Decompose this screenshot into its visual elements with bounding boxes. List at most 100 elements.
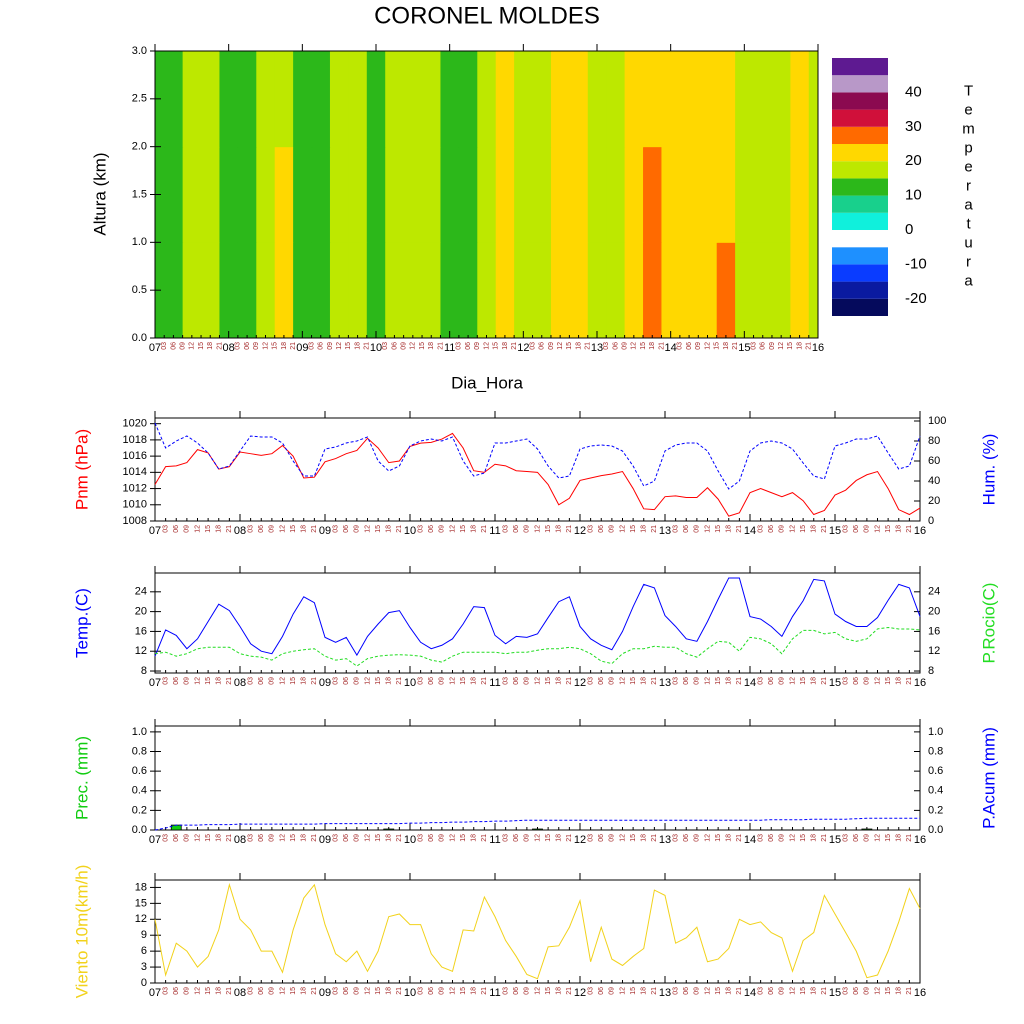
contour-cell [679, 146, 699, 243]
x-minor-tick-label: 21 [736, 525, 743, 533]
bar [383, 828, 395, 831]
x-minor-tick-label: 03 [677, 342, 684, 350]
x-minor-tick-label: 09 [769, 342, 776, 350]
x-minor-tick-label: 18 [301, 525, 308, 533]
x-minor-tick-label: 18 [386, 525, 393, 533]
x-minor-tick-label: 18 [216, 987, 223, 995]
x-minor-tick-label: 06 [683, 987, 690, 995]
x-minor-tick-label: 03 [502, 987, 509, 995]
x-minor-tick-label: 21 [311, 525, 318, 533]
x-minor-tick-label: 09 [354, 525, 361, 533]
x-minor-tick-label: 21 [311, 677, 318, 685]
y-tick-label: 12 [135, 913, 147, 925]
x-minor-tick-label: 15 [715, 525, 722, 533]
x-minor-tick-label: 18 [649, 342, 656, 350]
x-minor-tick-label: 21 [481, 834, 488, 842]
x-tick-label: 13 [659, 525, 671, 537]
x-minor-tick-label: 06 [513, 987, 520, 995]
contour-cell [771, 51, 791, 148]
x-tick-label: 13 [659, 987, 671, 999]
y-axis-title: Temp.(C) [72, 588, 91, 658]
x-tick-label: 15 [829, 987, 841, 999]
x-minor-tick-label: 21 [396, 525, 403, 533]
x-minor-tick-label: 18 [471, 525, 478, 533]
plot-frame [154, 879, 921, 984]
contour-cell [716, 146, 736, 243]
x-minor-tick-label: 12 [449, 987, 456, 995]
contour-cell [679, 51, 699, 148]
x-minor-tick-label: 12 [534, 987, 541, 995]
x-minor-tick-label: 18 [726, 987, 733, 995]
contour-cell [587, 146, 607, 243]
x-tick-label: 14 [744, 677, 756, 689]
x-tick-label: 14 [744, 525, 756, 537]
y2-tick-label: 0.4 [928, 785, 943, 797]
x-minor-tick-label: 09 [779, 987, 786, 995]
x-minor-tick-label: 15 [566, 342, 573, 350]
x-minor-tick-label: 15 [545, 834, 552, 842]
x-minor-tick-label: 18 [301, 834, 308, 842]
x-minor-tick-label: 21 [821, 525, 828, 533]
x-minor-tick-label: 15 [545, 677, 552, 685]
contour-cell [790, 51, 810, 148]
x-minor-tick-label: 18 [216, 525, 223, 533]
x-minor-tick-label: 03 [417, 987, 424, 995]
colorbar-box [832, 92, 888, 110]
x-minor-tick-label: 18 [896, 525, 903, 533]
x-minor-tick-label: 06 [683, 677, 690, 685]
y-axis-title: Pnm (hPa) [72, 429, 91, 510]
x-minor-tick-label: 03 [757, 677, 764, 685]
contour-cell [661, 242, 681, 339]
x-minor-tick-label: 12 [874, 677, 881, 685]
x-minor-tick-label: 15 [419, 342, 426, 350]
y-tick-label: 20 [135, 606, 147, 618]
x-minor-tick-label: 21 [806, 342, 813, 350]
contour-cell [661, 146, 681, 243]
y2-tick-label: 20 [928, 606, 940, 618]
y-tick-label: 9 [141, 929, 147, 941]
x-minor-tick-label: 06 [598, 677, 605, 685]
x-tick-label: 16 [914, 677, 926, 689]
x-minor-tick-label: 03 [672, 834, 679, 842]
x-minor-tick-label: 15 [272, 342, 279, 350]
x-minor-tick-label: 21 [566, 677, 573, 685]
colorbar-box [832, 281, 888, 299]
y-tick-label: 3 [141, 961, 147, 973]
contour-cell [329, 242, 349, 339]
x-minor-tick-label: 15 [545, 525, 552, 533]
x-minor-tick-label: 18 [502, 342, 509, 350]
x-tick-label: 11 [489, 987, 500, 999]
x-minor-tick-label: 12 [449, 834, 456, 842]
y-tick-label: 2.0 [132, 141, 147, 153]
x-minor-tick-label: 03 [417, 677, 424, 685]
contour-cell [164, 242, 184, 339]
x-tick-label: 16 [914, 987, 926, 999]
x-minor-tick-label: 03 [842, 987, 849, 995]
contour-cell [201, 51, 220, 148]
x-minor-tick-label: 12 [336, 342, 343, 350]
x-minor-tick-label: 21 [364, 342, 371, 350]
x-minor-tick-label: 09 [621, 342, 628, 350]
x-minor-tick-label: 03 [587, 525, 594, 533]
x-minor-tick-label: 21 [906, 525, 913, 533]
x-minor-tick-label: 18 [281, 342, 288, 350]
contour-cell [458, 146, 478, 243]
contour-cell [293, 146, 313, 243]
y-tick-label: 8 [141, 665, 147, 677]
y-tick-label: 24 [135, 586, 147, 598]
x-minor-tick-label: 21 [651, 834, 658, 842]
x-minor-tick-label: 06 [768, 987, 775, 995]
x-minor-tick-label: 21 [821, 834, 828, 842]
y2-tick-label: 20 [928, 495, 940, 507]
colorbar-box [832, 264, 888, 282]
contour-cell [366, 146, 386, 243]
contour-cell [274, 51, 294, 148]
x-minor-tick-label: 18 [556, 525, 563, 533]
contour-cell [422, 242, 441, 339]
x-tick-label: 08 [234, 834, 246, 846]
x-minor-tick-label: 21 [437, 342, 444, 350]
x-minor-tick-label: 15 [885, 677, 892, 685]
x-minor-tick-label: 12 [789, 987, 796, 995]
x-minor-tick-label: 18 [354, 342, 361, 350]
x-minor-tick-label: 15 [198, 342, 205, 350]
